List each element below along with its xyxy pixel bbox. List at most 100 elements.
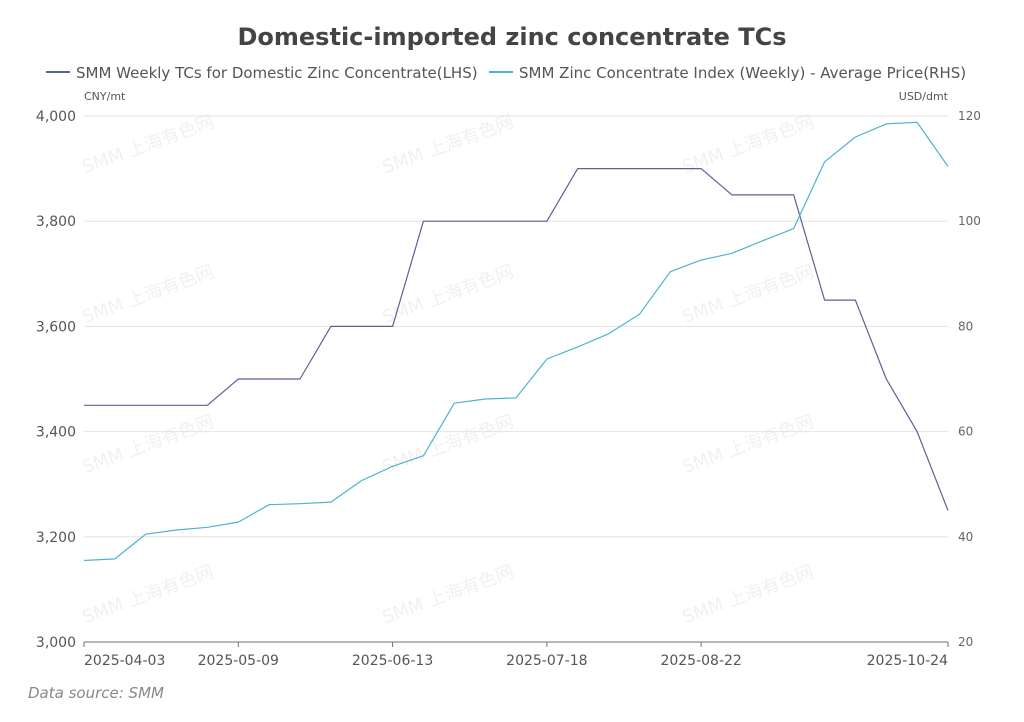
- x-tick-label: 2025-04-03: [84, 653, 165, 669]
- data-point-domestic-tcs[interactable]: [852, 297, 858, 303]
- data-point-domestic-tcs[interactable]: [914, 429, 920, 435]
- data-point-domestic-tcs[interactable]: [266, 376, 272, 382]
- data-point-domestic-tcs[interactable]: [544, 218, 550, 224]
- data-point-domestic-tcs[interactable]: [482, 218, 488, 224]
- data-point-domestic-tcs[interactable]: [945, 508, 951, 514]
- data-point-zinc-index[interactable]: [606, 331, 612, 337]
- data-source-note: Data source: SMM: [28, 684, 164, 702]
- data-point-domestic-tcs[interactable]: [81, 402, 87, 408]
- data-point-domestic-tcs[interactable]: [420, 218, 426, 224]
- watermark-text: SMM 上海有色网: [380, 561, 517, 628]
- data-point-zinc-index[interactable]: [81, 557, 87, 563]
- legend-item-domestic-tcs[interactable]: SMM Weekly TCs for Domestic Zinc Concent…: [46, 64, 478, 82]
- data-point-domestic-tcs[interactable]: [297, 376, 303, 382]
- data-point-zinc-index[interactable]: [359, 478, 365, 484]
- left-tick-label: 3,800: [36, 214, 76, 230]
- watermark-layer: SMM 上海有色网 SMM 上海有色网 SMM 上海有色网 SMM 上海有色网 SMM …: [80, 111, 817, 628]
- right-tick-label: 20: [958, 635, 973, 649]
- data-point-zinc-index[interactable]: [266, 502, 272, 508]
- data-point-zinc-index[interactable]: [143, 531, 149, 537]
- watermark-text: SMM 上海有色网: [80, 411, 217, 478]
- data-point-domestic-tcs[interactable]: [174, 402, 180, 408]
- data-point-zinc-index[interactable]: [822, 159, 828, 165]
- legend-item-zinc-index[interactable]: SMM Zinc Concentrate Index (Weekly) - Av…: [489, 64, 966, 82]
- data-point-domestic-tcs[interactable]: [575, 166, 581, 172]
- data-point-domestic-tcs[interactable]: [359, 323, 365, 329]
- data-point-domestic-tcs[interactable]: [883, 376, 889, 382]
- data-point-zinc-index[interactable]: [914, 119, 920, 125]
- data-point-domestic-tcs[interactable]: [791, 192, 797, 198]
- series-line-zinc-index: [83, 121, 949, 562]
- series-layer: [81, 119, 951, 563]
- data-point-zinc-index[interactable]: [698, 257, 704, 263]
- data-point-domestic-tcs[interactable]: [636, 166, 642, 172]
- data-point-zinc-index[interactable]: [174, 527, 180, 533]
- left-tick-label: 3,600: [36, 319, 76, 335]
- right-tick-label: 100: [958, 214, 981, 228]
- right-axis-ticks: 20 40 60 80 100 120: [958, 109, 981, 649]
- data-point-domestic-tcs[interactable]: [606, 166, 612, 172]
- x-tick-label: 2025-05-09: [198, 653, 279, 669]
- data-point-zinc-index[interactable]: [945, 163, 951, 169]
- left-axis-ticks: 3,000 3,200 3,400 3,600 3,800 4,000: [36, 109, 76, 651]
- data-point-domestic-tcs[interactable]: [328, 323, 334, 329]
- data-point-zinc-index[interactable]: [235, 519, 241, 525]
- data-point-zinc-index[interactable]: [729, 250, 735, 256]
- data-point-zinc-index[interactable]: [636, 311, 642, 317]
- data-point-domestic-tcs[interactable]: [698, 166, 704, 172]
- right-tick-label: 40: [958, 530, 973, 544]
- legend: SMM Weekly TCs for Domestic Zinc Concent…: [46, 64, 966, 82]
- data-point-zinc-index[interactable]: [420, 453, 426, 459]
- data-point-domestic-tcs[interactable]: [513, 218, 519, 224]
- data-point-domestic-tcs[interactable]: [760, 192, 766, 198]
- data-point-domestic-tcs[interactable]: [390, 323, 396, 329]
- watermark-text: SMM 上海有色网: [380, 261, 517, 328]
- x-tick-label: 2025-08-22: [660, 653, 741, 669]
- right-tick-label: 120: [958, 109, 981, 123]
- chart-title: Domestic-imported zinc concentrate TCs: [237, 23, 786, 51]
- watermark-text: SMM 上海有色网: [680, 411, 817, 478]
- data-point-zinc-index[interactable]: [544, 356, 550, 362]
- left-tick-label: 4,000: [36, 109, 76, 125]
- data-point-zinc-index[interactable]: [513, 395, 519, 401]
- watermark-text: SMM 上海有色网: [680, 561, 817, 628]
- data-point-domestic-tcs[interactable]: [822, 297, 828, 303]
- legend-label-domestic-tcs: SMM Weekly TCs for Domestic Zinc Concent…: [76, 64, 478, 82]
- right-tick-label: 80: [958, 319, 973, 333]
- data-point-zinc-index[interactable]: [204, 524, 210, 530]
- x-tick-label: 2025-07-18: [506, 653, 587, 669]
- watermark-text: SMM 上海有色网: [80, 261, 217, 328]
- right-axis-unit: USD/dmt: [899, 90, 949, 103]
- data-point-domestic-tcs[interactable]: [204, 402, 210, 408]
- data-point-zinc-index[interactable]: [791, 226, 797, 232]
- data-point-zinc-index[interactable]: [852, 134, 858, 140]
- left-tick-label: 3,000: [36, 635, 76, 651]
- data-point-domestic-tcs[interactable]: [235, 376, 241, 382]
- data-point-zinc-index[interactable]: [575, 344, 581, 350]
- data-point-zinc-index[interactable]: [760, 238, 766, 244]
- right-tick-label: 60: [958, 425, 973, 439]
- x-axis: 2025-04-03 2025-05-09 2025-06-13 2025-07-18…: [83, 642, 949, 669]
- watermark-text: SMM 上海有色网: [680, 261, 817, 328]
- data-point-domestic-tcs[interactable]: [112, 402, 118, 408]
- data-point-zinc-index[interactable]: [482, 396, 488, 402]
- x-tick-label: 2025-06-13: [352, 653, 433, 669]
- left-tick-label: 3,400: [36, 425, 76, 441]
- data-point-domestic-tcs[interactable]: [729, 192, 735, 198]
- watermark-text: SMM 上海有色网: [80, 111, 217, 178]
- data-point-zinc-index[interactable]: [883, 121, 889, 127]
- data-point-zinc-index[interactable]: [390, 463, 396, 469]
- left-axis-unit: CNY/mt: [84, 90, 126, 103]
- data-point-domestic-tcs[interactable]: [451, 218, 457, 224]
- watermark-text: SMM 上海有色网: [80, 561, 217, 628]
- data-point-zinc-index[interactable]: [297, 501, 303, 507]
- data-point-zinc-index[interactable]: [328, 499, 334, 505]
- data-point-domestic-tcs[interactable]: [143, 402, 149, 408]
- data-point-zinc-index[interactable]: [112, 556, 118, 562]
- data-point-domestic-tcs[interactable]: [667, 166, 673, 172]
- data-point-zinc-index[interactable]: [451, 400, 457, 406]
- left-tick-label: 3,200: [36, 530, 76, 546]
- legend-label-zinc-index: SMM Zinc Concentrate Index (Weekly) - Av…: [519, 64, 966, 82]
- x-tick-label: 2025-10-24: [867, 653, 948, 669]
- data-point-zinc-index[interactable]: [667, 269, 673, 275]
